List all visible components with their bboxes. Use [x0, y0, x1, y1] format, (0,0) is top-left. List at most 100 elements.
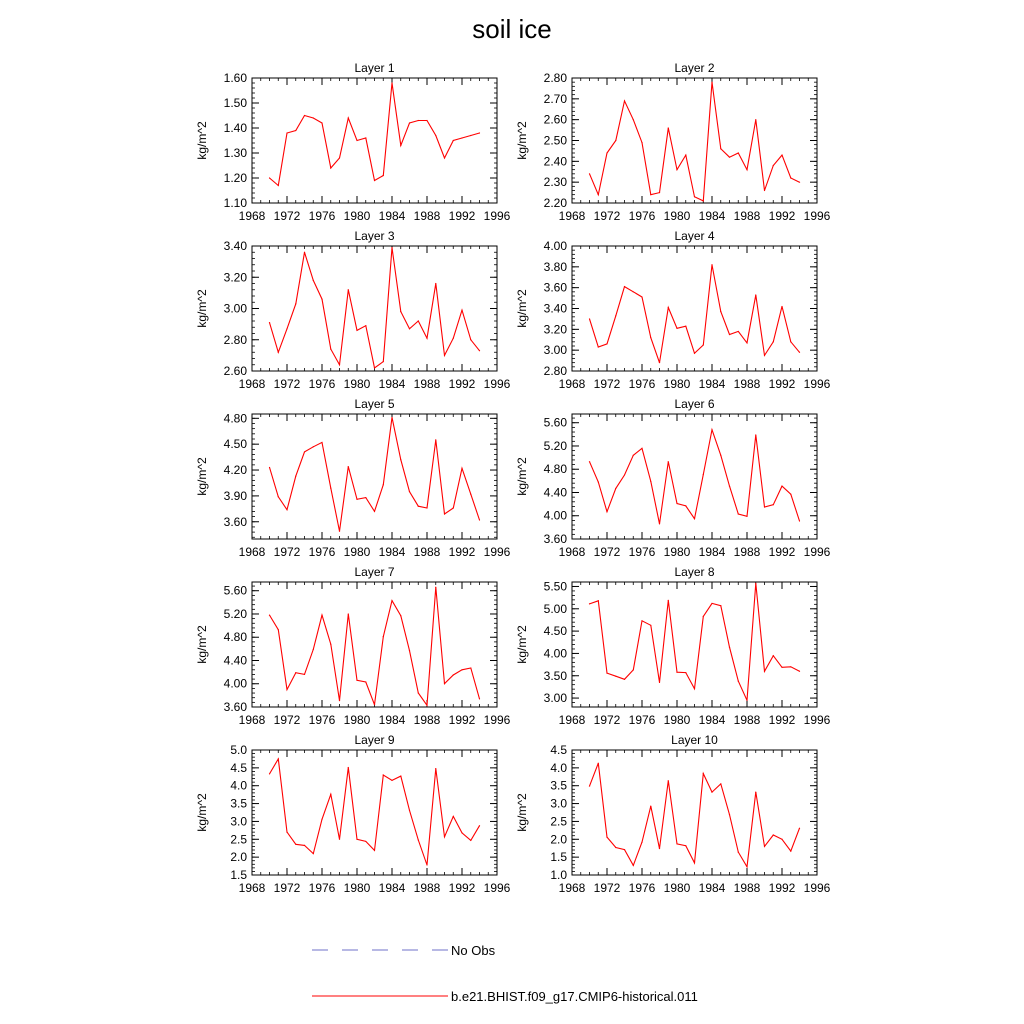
- data-point: [597, 762, 599, 764]
- y-axis-label: kg/m^2: [195, 457, 209, 496]
- x-tick-label: 1984: [379, 209, 406, 223]
- panel-layer-4: Layer 4 1968 1972 1976 1980 1984 1988 1992 1996 2…: [515, 229, 831, 391]
- x-tick-label: 1984: [379, 881, 406, 895]
- y-tick-label: 3.00: [224, 302, 248, 316]
- figure-title: soil ice: [472, 14, 552, 44]
- data-point: [737, 152, 739, 154]
- x-tick-label: 1968: [559, 881, 586, 895]
- data-point: [356, 329, 358, 331]
- data-point: [443, 513, 446, 515]
- data-point: [277, 351, 279, 353]
- x-tick-label: 1992: [769, 209, 796, 223]
- data-point: [728, 814, 731, 816]
- data-point: [588, 603, 591, 605]
- data-point: [623, 474, 626, 476]
- data-point: [365, 497, 367, 499]
- data-point: [615, 315, 617, 317]
- plot-frame: [251, 413, 498, 540]
- x-tick-label: 1984: [379, 545, 406, 559]
- y-tick-label: 4.40: [544, 485, 568, 499]
- series-line: [268, 247, 480, 369]
- panel-title: Layer 7: [354, 565, 394, 579]
- data-point: [426, 704, 428, 706]
- panel-title: Layer 4: [674, 229, 714, 243]
- data-point: [667, 461, 669, 463]
- y-tick-label: 1.40: [224, 121, 248, 135]
- x-tick-label: 1992: [449, 713, 476, 727]
- data-point: [606, 672, 608, 674]
- x-tick-label: 1976: [309, 545, 336, 559]
- data-point: [382, 636, 384, 638]
- x-tick-label: 1968: [239, 545, 266, 559]
- data-point: [452, 674, 454, 676]
- data-point: [781, 305, 783, 308]
- data-point: [685, 672, 687, 674]
- data-point: [676, 671, 678, 673]
- data-point: [693, 352, 696, 354]
- data-point: [658, 191, 661, 194]
- y-tick-label: 3.20: [544, 322, 568, 336]
- data-point: [658, 847, 661, 850]
- data-point: [606, 152, 608, 154]
- data-point: [470, 134, 472, 137]
- data-point: [338, 157, 341, 159]
- x-tick-label: 1972: [274, 209, 301, 223]
- x-tick-label: 1972: [594, 209, 621, 223]
- data-point: [693, 196, 696, 198]
- data-point: [720, 454, 722, 456]
- y-tick-label: 1.5: [230, 868, 247, 882]
- series-line: [589, 583, 800, 701]
- series-line: [269, 757, 480, 866]
- x-tick-label: 1980: [344, 545, 371, 559]
- data-point: [755, 119, 757, 121]
- data-point: [417, 692, 419, 694]
- data-point: [452, 337, 454, 339]
- y-axis-label: kg/m^2: [515, 289, 529, 328]
- data-point: [606, 836, 608, 838]
- data-point: [772, 834, 774, 836]
- data-point: [650, 480, 652, 483]
- data-point: [763, 354, 766, 356]
- data-point: [702, 615, 704, 617]
- x-tick-label: 1992: [449, 209, 476, 223]
- data-point: [632, 291, 634, 293]
- series-line: [588, 427, 801, 525]
- data-point: [347, 289, 349, 291]
- data-point: [641, 841, 643, 843]
- data-point: [321, 298, 323, 300]
- data-point: [338, 530, 341, 532]
- y-tick-label: 5.50: [544, 579, 568, 593]
- data-point: [435, 134, 437, 137]
- data-point: [277, 496, 279, 498]
- x-tick-label: 1972: [274, 881, 301, 895]
- data-point: [321, 441, 323, 444]
- data-point: [737, 680, 739, 682]
- data-point: [435, 767, 437, 770]
- y-tick-label: 2.70: [544, 92, 568, 106]
- legend: No Obs b.e21.BHIST.f09_g17.CMIP6-historic…: [312, 943, 698, 1004]
- y-axis-label: kg/m^2: [515, 793, 529, 832]
- x-tick-label: 1976: [309, 713, 336, 727]
- x-tick-label: 1980: [664, 713, 691, 727]
- x-tick-label: 1992: [449, 881, 476, 895]
- y-tick-label: 2.0: [550, 832, 567, 846]
- data-point: [746, 699, 748, 701]
- y-tick-label: 2.40: [544, 154, 568, 168]
- x-tick-label: 1988: [414, 545, 441, 559]
- data-point: [702, 473, 704, 476]
- data-point: [426, 337, 428, 339]
- y-tick-label: 2.80: [544, 71, 568, 85]
- data-point: [365, 840, 367, 843]
- y-axis-label: kg/m^2: [515, 457, 529, 496]
- data-point: [312, 446, 314, 448]
- y-tick-label: 4.5: [550, 743, 567, 757]
- data-point: [303, 844, 306, 846]
- data-point: [268, 614, 271, 616]
- data-point: [321, 122, 323, 124]
- data-point: [798, 520, 801, 522]
- data-point: [286, 509, 288, 511]
- data-point: [347, 117, 349, 119]
- data-point: [763, 845, 766, 848]
- data-point: [781, 485, 783, 487]
- data-point: [763, 506, 766, 508]
